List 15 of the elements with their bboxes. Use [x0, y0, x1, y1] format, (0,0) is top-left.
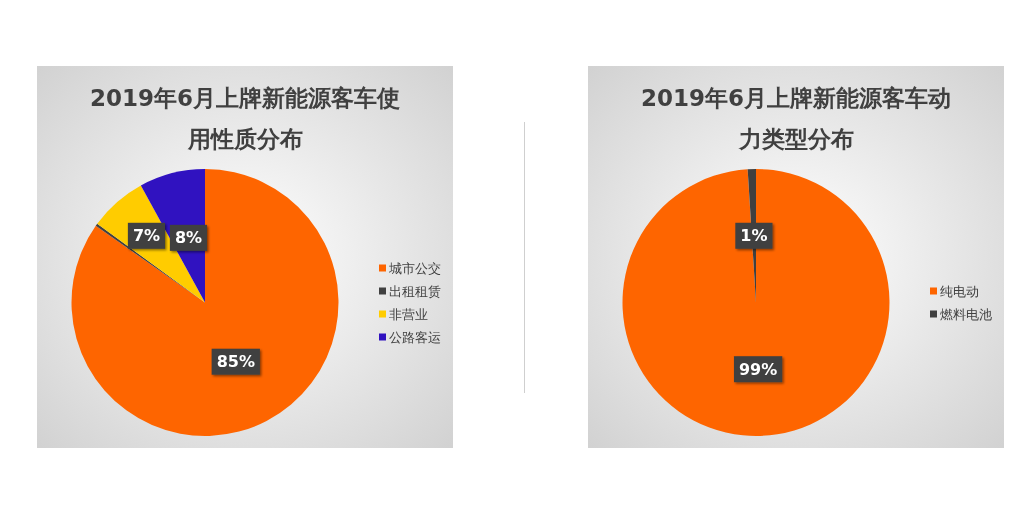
legend-label: 燃料电池 — [940, 306, 992, 322]
legend-label: 出租租赁 — [389, 283, 441, 299]
data-label: 85% — [216, 352, 255, 372]
data-label: 8% — [174, 228, 203, 248]
legend-label: 非营业 — [389, 306, 428, 322]
legend-label: 纯电动 — [940, 283, 979, 299]
data-label: 7% — [132, 226, 161, 246]
data-label: 1% — [740, 226, 768, 246]
chart-title: 2019年6月上牌新能源客车动力类型分布 — [640, 85, 952, 152]
data-label: 99% — [738, 359, 778, 379]
chart-title: 2019年6月上牌新能源客车使用性质分布 — [89, 85, 401, 152]
legend-label: 城市公交 — [388, 260, 441, 276]
pie-slice — [71, 169, 339, 436]
pie-slice — [622, 169, 890, 436]
legend-label: 公路客运 — [389, 329, 441, 345]
